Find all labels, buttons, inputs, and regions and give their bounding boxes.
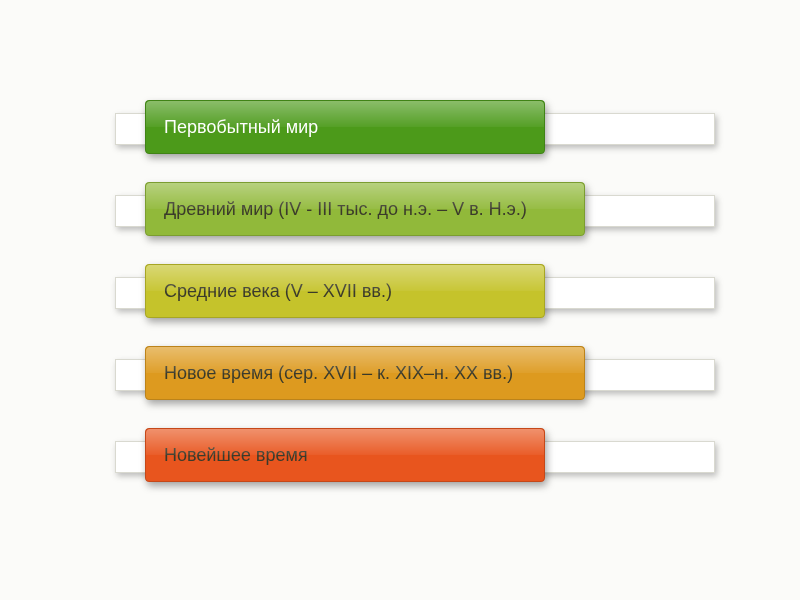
era-row: Новое время (сер. XVII – к. XIX–н. XX вв… <box>0 346 800 404</box>
timeline-diagram: Первобытный мир Древний мир (IV - III ты… <box>0 0 800 600</box>
era-row: Средние века (V – XVII вв.) <box>0 264 800 322</box>
era-label: Новейшее время <box>164 445 308 466</box>
era-front-bar: Новое время (сер. XVII – к. XIX–н. XX вв… <box>145 346 585 400</box>
era-front-bar: Древний мир (IV - III тыс. до н.э. – V в… <box>145 182 585 236</box>
era-label: Средние века (V – XVII вв.) <box>164 281 392 302</box>
era-row: Первобытный мир <box>0 100 800 158</box>
era-label: Древний мир (IV - III тыс. до н.э. – V в… <box>164 199 527 220</box>
era-row: Древний мир (IV - III тыс. до н.э. – V в… <box>0 182 800 240</box>
era-front-bar: Новейшее время <box>145 428 545 482</box>
era-label: Первобытный мир <box>164 117 318 138</box>
era-front-bar: Средние века (V – XVII вв.) <box>145 264 545 318</box>
era-label: Новое время (сер. XVII – к. XIX–н. XX вв… <box>164 363 513 384</box>
era-row: Новейшее время <box>0 428 800 486</box>
era-front-bar: Первобытный мир <box>145 100 545 154</box>
